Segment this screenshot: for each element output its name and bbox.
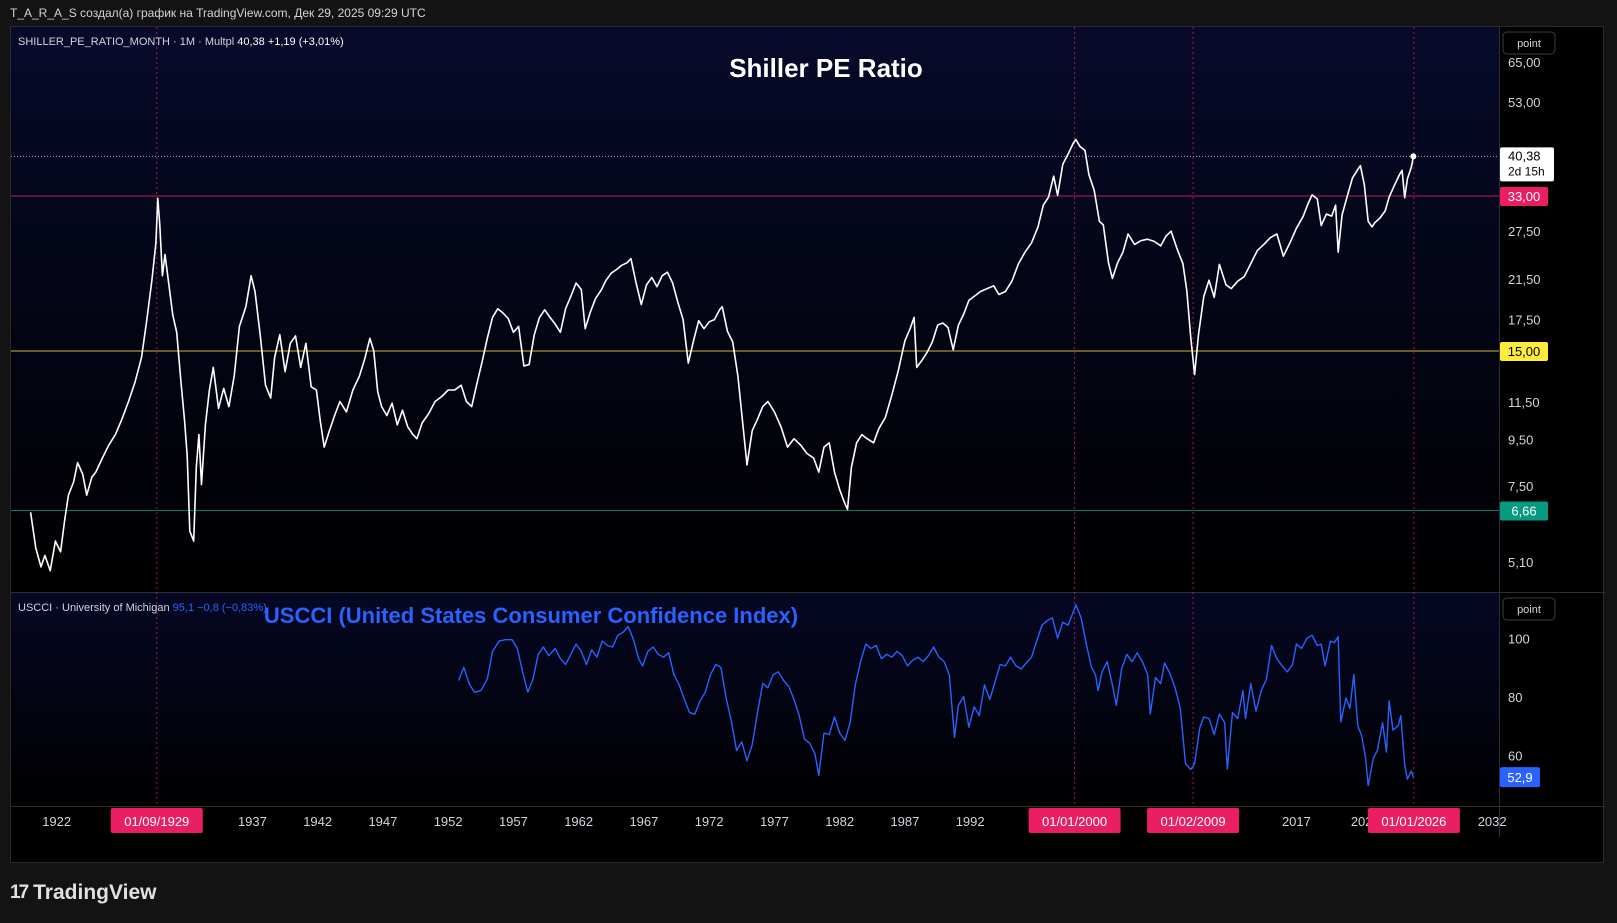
time-axis-tick-7: 1967: [629, 814, 658, 829]
price-pane-background: [11, 27, 1499, 592]
price-pane-title: Shiller PE Ratio: [729, 53, 923, 83]
price-axis-tick-7: 7,50: [1508, 479, 1533, 494]
date-marker-label-bg-0: [110, 808, 203, 833]
date-marker-label-1: 01/01/2000: [1042, 814, 1107, 829]
indicator-axis-tick-1: 80: [1508, 690, 1522, 705]
indicator-pane-background: [11, 593, 1499, 806]
price-axis-tick-4: 17,50: [1508, 313, 1541, 328]
price-axis-tick-0: 65,00: [1508, 55, 1541, 70]
price-axis-tick-5: 11,50: [1508, 395, 1540, 410]
date-marker-label-bg-1: [1028, 808, 1121, 833]
date-marker-label-0: 01/09/1929: [124, 814, 189, 829]
level-label-bg-2: [1500, 501, 1548, 521]
time-axis-tick-5: 1957: [499, 814, 528, 829]
price-scale-mode-button-label[interactable]: point: [1517, 38, 1541, 50]
date-marker-label-bg-2: [1147, 808, 1240, 833]
indicator-legend-value: 95,1 −0,8 (−0,83%): [173, 602, 267, 614]
level-label-1: 15,00: [1508, 344, 1541, 359]
time-axis-tick-1: 1937: [238, 814, 267, 829]
indicator-axis-tick-2: 60: [1508, 748, 1522, 763]
time-axis-tick-14: 2032: [1478, 814, 1507, 829]
indicator-legend-symbol: USCCI · University of Michigan: [18, 602, 173, 614]
price-legend: SHILLER_PE_RATIO_MONTH · 1M · Multpl 40,…: [18, 36, 344, 48]
time-axis-tick-2: 1942: [303, 814, 332, 829]
shiller-pe-series-line: [29, 138, 1415, 572]
current-price-label-bg: [1500, 147, 1554, 182]
time-axis-tick-8: 1972: [695, 814, 724, 829]
price-axis-tick-2: 27,50: [1508, 224, 1541, 239]
indicator-scale-mode-button[interactable]: [1502, 597, 1556, 621]
price-legend-symbol: SHILLER_PE_RATIO_MONTH · 1M · Multpl: [18, 36, 237, 48]
time-axis-partial-tick-3: 202: [1351, 814, 1373, 829]
attribution-header: T_A_R_A_S создал(а) график на TradingVie…: [10, 6, 426, 20]
date-marker-label-2: 01/02/2009: [1161, 814, 1226, 829]
indicator-axis-tick-0: 100: [1508, 632, 1530, 647]
chart-frame: Shiller PE Ratio USCCI (United States Con…: [10, 26, 1605, 864]
uscci-series-line: [457, 604, 1415, 787]
level-label-bg-0: [1500, 187, 1548, 207]
indicator-price-label: 52,9: [1507, 770, 1532, 785]
price-axis-tick-8: 5,10: [1508, 555, 1533, 570]
shiller-pe-last-point: [1410, 153, 1417, 160]
footer-brand: 17 TradingView: [10, 881, 156, 905]
price-axis-tick-1: 53,00: [1508, 95, 1541, 110]
date-marker-label-3: 01/01/2026: [1381, 814, 1446, 829]
time-axis-tick-11: 1987: [890, 814, 919, 829]
time-axis-tick-3: 1947: [368, 814, 397, 829]
indicator-price-label-bg: [1500, 767, 1540, 788]
time-axis-tick-12: 1992: [956, 814, 985, 829]
time-axis-tick-10: 1982: [825, 814, 854, 829]
chart-canvas[interactable]: Shiller PE Ratio USCCI (United States Con…: [11, 27, 1605, 864]
price-axis-tick-6: 9,50: [1508, 433, 1533, 448]
tradingview-logo-icon: 17: [10, 882, 29, 903]
bar-countdown-label: 2d 15h: [1508, 164, 1545, 178]
indicator-legend: USCCI · University of Michigan 95,1 −0,8…: [18, 602, 267, 614]
price-scale-mode-button[interactable]: [1502, 31, 1556, 55]
brand-name: TradingView: [33, 881, 157, 904]
time-axis-tick-9: 1977: [760, 814, 789, 829]
time-axis-tick-0: 1922: [42, 814, 71, 829]
price-legend-value: 40,38 +1,19 (+3,01%): [237, 36, 343, 48]
time-axis-tick-6: 1962: [564, 814, 593, 829]
date-marker-label-bg-3: [1367, 808, 1460, 833]
indicator-pane-title: USCCI (United States Consumer Confidence…: [264, 603, 798, 628]
level-label-0: 33,00: [1508, 189, 1541, 204]
time-axis-tick-13: 2017: [1282, 814, 1311, 829]
current-price-label: 40,38: [1508, 148, 1541, 163]
level-label-2: 6,66: [1511, 504, 1536, 519]
time-axis-tick-4: 1952: [434, 814, 463, 829]
indicator-scale-mode-button-label[interactable]: point: [1517, 604, 1541, 616]
level-label-bg-1: [1500, 341, 1548, 361]
price-axis-tick-3: 21,50: [1508, 272, 1541, 287]
